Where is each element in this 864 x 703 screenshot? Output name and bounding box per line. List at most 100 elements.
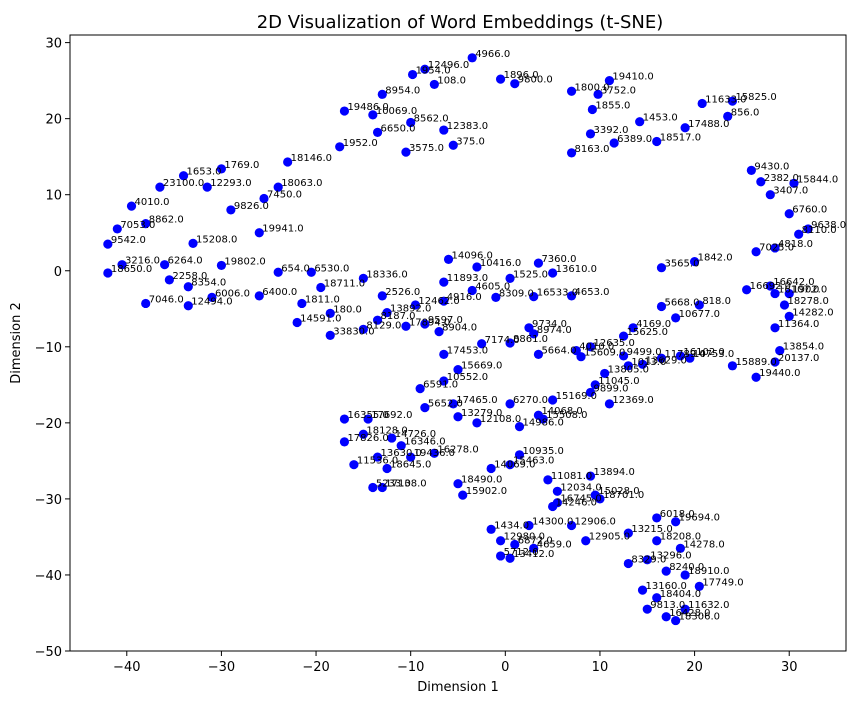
data-point: [349, 460, 359, 470]
point-label: 4966.0: [475, 49, 510, 60]
data-point: [358, 273, 368, 283]
data-point: [529, 329, 539, 339]
data-point: [723, 111, 733, 121]
point-label: 11893.0: [447, 273, 488, 284]
point-label: 11045.0: [598, 376, 639, 387]
point-label: 1896.0: [504, 70, 539, 81]
point-label: 17826.0: [347, 433, 388, 444]
data-point: [410, 300, 421, 310]
data-point: [770, 323, 780, 333]
data-point: [458, 490, 468, 500]
point-label: 12383.0: [447, 121, 488, 132]
point-label: 654.0: [281, 263, 310, 274]
data-point: [727, 96, 738, 106]
data-point: [585, 471, 596, 481]
data-point: [164, 275, 174, 285]
data-point: [637, 585, 648, 595]
point-label: 5652.0: [428, 399, 463, 410]
data-point: [216, 164, 227, 174]
data-point: [685, 353, 695, 363]
point-label: 12462.0: [418, 296, 459, 307]
data-point: [297, 298, 307, 309]
point-label: 8110.0: [802, 225, 837, 236]
point-label: 19440.0: [759, 368, 800, 379]
point-label: 4605.0: [475, 282, 510, 293]
data-point: [770, 243, 780, 253]
x-tick-label: −10: [397, 660, 424, 675]
data-point: [368, 110, 378, 120]
data-point: [746, 165, 756, 175]
data-point: [552, 486, 562, 496]
point-label: 17453.0: [447, 345, 488, 356]
data-point: [623, 361, 633, 371]
data-point: [628, 323, 638, 333]
point-label: 19694.0: [679, 513, 720, 524]
point-label: 1855.0: [595, 101, 630, 112]
point-label: 16107.0: [778, 285, 819, 296]
point-label: 1954.0: [416, 66, 451, 77]
point-label: 11081.0: [551, 471, 592, 482]
point-label: 1800.0: [575, 82, 610, 93]
x-tick-label: 20: [686, 660, 703, 675]
y-tick-label: −40: [35, 569, 62, 584]
point-label: 8329.0: [631, 555, 666, 566]
point-label: 19436.0: [414, 448, 455, 459]
data-point: [548, 501, 558, 512]
point-label: 9499.0: [627, 347, 662, 358]
point-label: 9899.0: [593, 383, 628, 394]
data-point: [529, 292, 539, 302]
y-axis-label: Dimension 2: [9, 302, 24, 384]
point-label: 11536.0: [357, 456, 398, 467]
point-label: 13296.0: [650, 551, 691, 562]
data-point: [585, 387, 596, 398]
point-label: 8163.0: [575, 144, 610, 155]
point-label: 7450.0: [267, 190, 302, 201]
point-label: 15625.0: [627, 327, 668, 338]
data-point: [652, 536, 662, 546]
y-tick-label: −20: [35, 417, 62, 432]
data-point: [548, 268, 558, 278]
data-point: [727, 361, 738, 371]
data-point: [439, 349, 449, 360]
point-label: 7046.0: [149, 294, 184, 305]
point-label: 8954.0: [385, 85, 420, 96]
point-label: 3752.0: [601, 85, 636, 96]
data-point: [306, 267, 316, 277]
point-label: 13279.0: [461, 408, 502, 419]
point-label: 10552.0: [447, 372, 488, 383]
data-point: [112, 224, 122, 234]
data-point: [756, 177, 766, 187]
data-point: [623, 528, 633, 538]
data-point: [358, 324, 368, 334]
point-label: 6530.0: [314, 263, 349, 274]
point-label: 15169.0: [556, 391, 597, 402]
point-label: 6400.0: [262, 287, 297, 298]
point-label: 4010.0: [579, 342, 614, 353]
data-point: [325, 330, 335, 340]
point-label: 15902.0: [466, 486, 507, 497]
point-label: 16355.0: [347, 410, 388, 421]
x-tick-label: −30: [208, 660, 235, 675]
data-point: [656, 263, 667, 273]
data-point: [429, 79, 439, 90]
data-point: [593, 89, 603, 99]
point-label: 1013.0: [631, 357, 666, 368]
point-label: 8562.0: [414, 113, 449, 124]
point-label: 5712.0: [504, 547, 539, 558]
point-label: 6006.0: [215, 288, 250, 299]
point-label: 23100.0: [163, 178, 204, 189]
point-label: 8861.0: [513, 334, 548, 345]
data-point: [514, 450, 525, 460]
data-point: [652, 136, 662, 147]
point-label: 18490.0: [461, 475, 502, 486]
data-point: [103, 268, 113, 278]
data-point: [407, 69, 418, 80]
point-label: 16533.0: [537, 288, 578, 299]
data-point: [335, 142, 345, 152]
data-point: [453, 365, 463, 375]
point-label: 9638.0: [811, 220, 846, 231]
point-label: 18404.0: [660, 589, 701, 600]
point-label: 12108.0: [480, 414, 521, 425]
point-label: 5233.0: [376, 478, 411, 489]
